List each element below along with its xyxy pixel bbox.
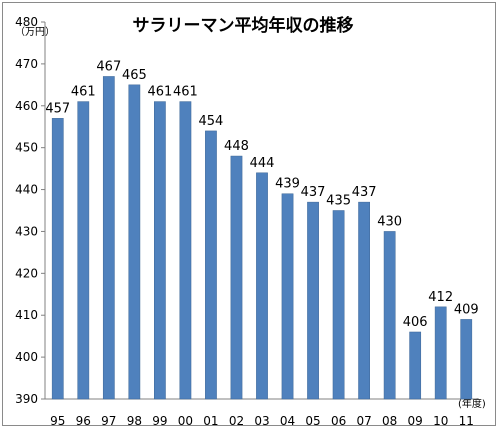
data-label: 430: [377, 214, 402, 229]
y-tick-label: 410: [15, 308, 38, 322]
x-tick-label: 95: [50, 414, 65, 427]
bar: [358, 201, 370, 400]
bar: [307, 201, 319, 400]
x-tick-labels: 95 96 97 98 99 00 01 02 03 04 05 06 07 08 09 10 11: [50, 414, 474, 427]
bar: [460, 319, 473, 400]
y-tick-label: 390: [15, 392, 38, 406]
x-tick-label: 04: [280, 414, 295, 427]
y-tick-label: 420: [15, 266, 38, 280]
data-label: 437: [301, 185, 326, 200]
y-tick-label: 440: [15, 183, 38, 197]
x-tick-label: 10: [433, 414, 448, 427]
x-tick-label: 99: [152, 414, 167, 427]
data-label: 454: [199, 114, 224, 129]
bars: [51, 76, 473, 400]
x-tick-label: 03: [254, 414, 269, 427]
data-label: 409: [454, 302, 479, 317]
y-tick-label: 450: [15, 141, 38, 155]
x-tick-label: 09: [408, 414, 423, 427]
data-label: 406: [403, 315, 428, 330]
data-label: 412: [428, 290, 453, 305]
x-axis-unit-label: (年度): [458, 397, 486, 410]
chart-title: サラリーマン平均年収の推移: [133, 15, 354, 36]
x-tick-label: 02: [229, 414, 244, 427]
bar: [205, 130, 217, 400]
x-tick-label: 08: [382, 414, 397, 427]
chart-frame: サラリーマン平均年収の推移 （万円） (年度) 457 461 467 465 461 4…: [2, 2, 496, 427]
data-label: 437: [352, 185, 377, 200]
data-label: 467: [96, 59, 121, 74]
bar: [256, 172, 268, 400]
bar: [128, 84, 141, 400]
y-tick-label: 470: [15, 57, 38, 71]
bar: [383, 231, 396, 400]
x-tick-label: 96: [76, 414, 91, 427]
x-tick-label: 06: [331, 414, 346, 427]
x-tick-label: 11: [459, 414, 474, 427]
bar: [281, 193, 294, 400]
bar: [409, 331, 422, 400]
data-label: 461: [71, 85, 96, 100]
bar: [51, 118, 64, 400]
data-label: 444: [250, 156, 275, 171]
data-label: 465: [122, 68, 147, 83]
y-tick-label: 480: [15, 15, 38, 29]
bar: [77, 101, 90, 400]
data-label: 448: [224, 139, 249, 154]
bar: [102, 76, 115, 400]
y-tick-label: 430: [15, 224, 38, 238]
y-tick-label: 460: [15, 99, 38, 113]
bar: [434, 306, 447, 400]
data-label: 435: [326, 194, 351, 209]
bar: [230, 155, 243, 400]
x-tick-label: 98: [127, 414, 142, 427]
data-label: 461: [173, 85, 198, 100]
y-tick-labels: 390 400 410 420 430 440 450 460 470 480: [15, 15, 38, 406]
data-label: 457: [45, 101, 70, 116]
bar: [179, 101, 192, 400]
bar: [154, 101, 166, 400]
x-tick-label: 97: [101, 414, 116, 427]
bar: [332, 210, 345, 400]
x-tick-label: 07: [356, 414, 371, 427]
x-tick-label: 01: [203, 414, 218, 427]
x-tick-label: 05: [305, 414, 320, 427]
y-tick-label: 400: [15, 350, 38, 364]
data-label: 461: [147, 85, 172, 100]
x-tick-label: 00: [178, 414, 193, 427]
data-label: 439: [275, 177, 300, 192]
